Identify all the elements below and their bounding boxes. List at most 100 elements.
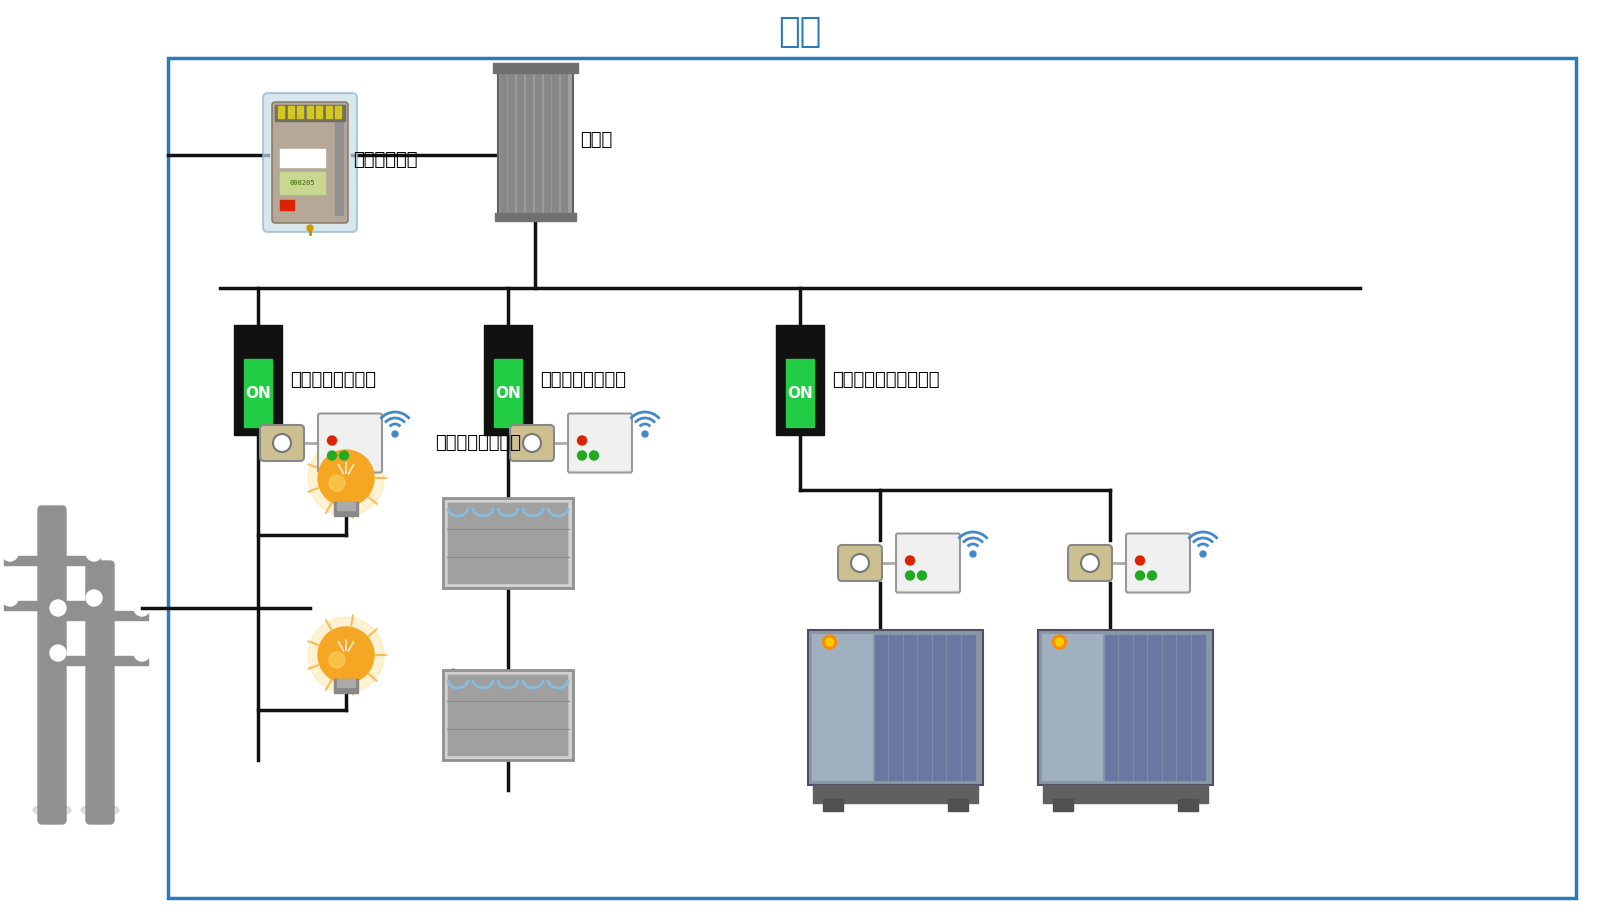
Circle shape (1200, 551, 1206, 557)
Bar (338, 679, 355, 687)
Text: 機械設備用ブレーカー: 機械設備用ブレーカー (832, 371, 939, 389)
Bar (822, 799, 843, 811)
Bar (962, 635, 974, 780)
Circle shape (970, 551, 976, 557)
Bar (786, 359, 814, 427)
Circle shape (328, 451, 336, 460)
FancyBboxPatch shape (262, 93, 357, 232)
Bar (1134, 635, 1146, 780)
Text: 電力メーター: 電力メーター (354, 151, 418, 169)
Circle shape (578, 436, 587, 445)
Circle shape (523, 434, 541, 452)
Bar (544, 503, 555, 583)
Circle shape (578, 451, 587, 460)
Text: 工場: 工場 (778, 15, 822, 49)
Bar (234, 325, 282, 435)
Bar (317, 106, 322, 118)
Circle shape (328, 436, 336, 445)
Bar (278, 106, 285, 118)
Bar (298, 106, 302, 118)
Text: 空調用ブレーカー: 空調用ブレーカー (541, 371, 626, 389)
Text: ON: ON (787, 385, 813, 401)
Bar (517, 68, 523, 212)
Circle shape (307, 225, 314, 231)
Bar (448, 503, 459, 583)
FancyBboxPatch shape (259, 425, 304, 461)
Bar (520, 503, 531, 583)
Bar (552, 68, 558, 212)
Bar (461, 675, 470, 755)
Bar (1178, 799, 1197, 811)
Circle shape (50, 645, 66, 661)
Bar (890, 635, 902, 780)
Bar (168, 58, 1576, 898)
Circle shape (1136, 571, 1144, 580)
Bar (811, 634, 872, 781)
Circle shape (826, 638, 834, 646)
Circle shape (906, 571, 915, 580)
Bar (461, 503, 470, 583)
Circle shape (134, 645, 150, 661)
Ellipse shape (34, 804, 70, 816)
Bar (544, 68, 549, 212)
Bar (288, 106, 293, 118)
Bar (334, 106, 341, 118)
Circle shape (2, 590, 18, 606)
FancyBboxPatch shape (838, 545, 882, 581)
Bar (338, 502, 355, 510)
Bar (534, 68, 541, 212)
Ellipse shape (82, 804, 118, 816)
Circle shape (851, 554, 869, 572)
Bar (557, 675, 566, 755)
Bar (509, 675, 518, 755)
Circle shape (50, 600, 66, 616)
Circle shape (318, 450, 374, 506)
Circle shape (330, 475, 346, 491)
Bar (280, 200, 294, 210)
Bar (307, 106, 312, 118)
Bar (808, 630, 982, 785)
Bar (483, 675, 494, 755)
Bar (1043, 785, 1208, 803)
Circle shape (307, 617, 384, 693)
Circle shape (330, 652, 346, 668)
FancyBboxPatch shape (86, 561, 114, 824)
Bar (1053, 799, 1072, 811)
FancyBboxPatch shape (38, 506, 66, 824)
Bar (3, 601, 99, 610)
FancyBboxPatch shape (1126, 534, 1190, 592)
Bar (494, 213, 576, 221)
Circle shape (906, 556, 915, 565)
Bar (875, 635, 888, 780)
Circle shape (1056, 638, 1064, 646)
Circle shape (2, 545, 18, 561)
FancyBboxPatch shape (1069, 545, 1112, 581)
Text: 照明用ブレーカー: 照明用ブレーカー (290, 371, 376, 389)
Bar (446, 502, 570, 584)
Circle shape (134, 600, 150, 616)
Bar (947, 635, 960, 780)
Bar (334, 679, 358, 693)
Bar (499, 68, 506, 212)
Circle shape (86, 545, 102, 561)
Circle shape (917, 571, 926, 580)
Bar (1104, 635, 1117, 780)
Bar (496, 675, 507, 755)
Circle shape (1136, 556, 1144, 565)
Bar (1178, 635, 1190, 780)
Bar (51, 656, 147, 665)
Bar (243, 359, 272, 427)
Bar (531, 675, 542, 755)
Text: 000205: 000205 (290, 180, 315, 186)
Circle shape (318, 627, 374, 683)
Circle shape (307, 440, 384, 516)
Bar (496, 503, 507, 583)
Bar (483, 503, 494, 583)
Bar (1042, 634, 1102, 781)
FancyBboxPatch shape (568, 414, 632, 472)
Circle shape (1147, 571, 1157, 580)
Bar (325, 106, 331, 118)
Bar (947, 799, 968, 811)
Bar (498, 65, 573, 215)
Circle shape (589, 451, 598, 460)
